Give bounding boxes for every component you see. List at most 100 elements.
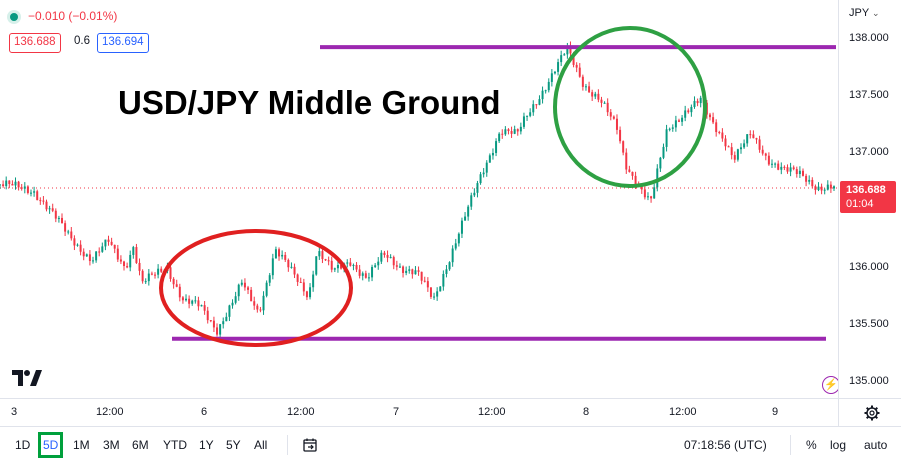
candle-body [135, 247, 138, 263]
candle-body [743, 143, 746, 148]
candle-body [85, 254, 88, 257]
candle-body [572, 53, 575, 65]
candle-body [169, 267, 172, 279]
time-axis[interactable]: 3 12:00 6 12:00 7 12:00 8 12:00 9 [0, 398, 838, 427]
candle-body [296, 274, 299, 282]
last-price-tag: 136.688 01:04 [840, 181, 896, 213]
price-tick: 136.000 [849, 261, 889, 273]
candle-body [262, 295, 265, 311]
candle-body [646, 196, 649, 198]
candle-body [615, 118, 618, 130]
candle-body [501, 133, 504, 135]
bottom-highlight-ellipse [159, 229, 353, 347]
candle-body [454, 243, 457, 249]
candle-body [631, 171, 634, 176]
candle-body [33, 191, 36, 193]
price-chart[interactable] [0, 0, 838, 398]
candle-body [746, 134, 749, 144]
candle-body [265, 282, 268, 296]
candle-body [305, 291, 308, 298]
candle-body [442, 273, 445, 287]
candle-body [299, 281, 302, 283]
candle-body [5, 180, 8, 187]
candle-body [312, 274, 315, 288]
candle-body [668, 128, 671, 130]
candle-body [101, 246, 104, 252]
candle-body [625, 152, 628, 170]
chart-area[interactable]: −0.010 (−0.01%) 136.688 0.6 136.694 USD/… [0, 0, 840, 398]
range-1y-button[interactable]: 1Y [199, 438, 214, 452]
candle-body [588, 86, 591, 93]
candle-body [777, 163, 780, 170]
candle-body [0, 184, 1, 186]
candle-body [712, 117, 715, 123]
toolbar-divider [287, 435, 288, 455]
chart-settings[interactable] [838, 398, 901, 427]
candle-body [476, 183, 479, 193]
candle-body [739, 147, 742, 150]
candle-body [178, 286, 181, 298]
candle-body [398, 266, 401, 268]
candle-body [126, 266, 129, 268]
range-ytd-button[interactable]: YTD [163, 438, 187, 452]
candle-body [715, 122, 718, 133]
candle-body [42, 200, 45, 202]
range-5y-button[interactable]: 5Y [226, 438, 241, 452]
candle-body [26, 186, 29, 193]
currency-selector[interactable]: JPY ⌄ [849, 7, 880, 19]
auto-scale-button[interactable]: auto [864, 438, 888, 452]
range-3m-button[interactable]: 3M [103, 438, 120, 452]
candle-body [429, 287, 432, 297]
range-1m-button[interactable]: 1M [73, 438, 90, 452]
candle-body [8, 180, 11, 184]
bid-box[interactable]: 136.688 [9, 33, 61, 53]
candle-body [287, 259, 290, 268]
candle-body [553, 71, 556, 74]
candle-body [181, 297, 184, 301]
candle-body [14, 181, 17, 186]
ask-box[interactable]: 136.694 [97, 33, 149, 53]
range-all-button[interactable]: All [254, 438, 268, 452]
candle-body [417, 270, 420, 272]
change-text: −0.010 (−0.01%) [28, 9, 118, 23]
candle-body [76, 244, 79, 246]
utc-clock[interactable]: 07:18:56 (UTC) [684, 438, 767, 452]
candle-body [383, 252, 386, 256]
candle-body [795, 169, 798, 175]
go-to-date-icon[interactable] [302, 437, 318, 453]
candle-body [690, 106, 693, 113]
candle-body [132, 247, 135, 255]
candle-body [358, 269, 361, 276]
range-5d-button[interactable]: 5D [38, 432, 64, 458]
candle-body [575, 64, 578, 68]
candle-body [826, 184, 829, 190]
candle-body [256, 305, 259, 310]
candle-body [95, 251, 98, 261]
candle-body [581, 76, 584, 87]
candle-body [783, 166, 786, 168]
candle-body [219, 324, 222, 335]
price-axis[interactable]: JPY ⌄ 138.000 137.500 137.000 136.000 13… [838, 0, 901, 398]
candle-body [488, 155, 491, 163]
candle-body [119, 259, 122, 262]
tradingview-logo-icon [12, 370, 42, 386]
gear-icon[interactable] [864, 405, 880, 421]
market-open-icon [10, 12, 18, 21]
candle-body [70, 231, 73, 239]
candle-body [36, 191, 39, 201]
candle-body [436, 291, 439, 297]
time-label: 9 [772, 406, 779, 418]
candle-body [808, 179, 811, 182]
percent-scale-button[interactable]: % [806, 438, 817, 452]
price-tick: 137.500 [849, 89, 889, 101]
range-1d-button[interactable]: 1D [15, 438, 31, 452]
range-6m-button[interactable]: 6M [132, 438, 149, 452]
candle-body [764, 153, 767, 156]
candle-body [361, 273, 364, 276]
time-label: 8 [583, 406, 590, 418]
candle-body [51, 208, 54, 211]
price-tick: 135.500 [849, 318, 889, 330]
candle-body [185, 298, 188, 301]
log-scale-button[interactable]: log [830, 438, 847, 452]
candle-body [597, 93, 600, 100]
